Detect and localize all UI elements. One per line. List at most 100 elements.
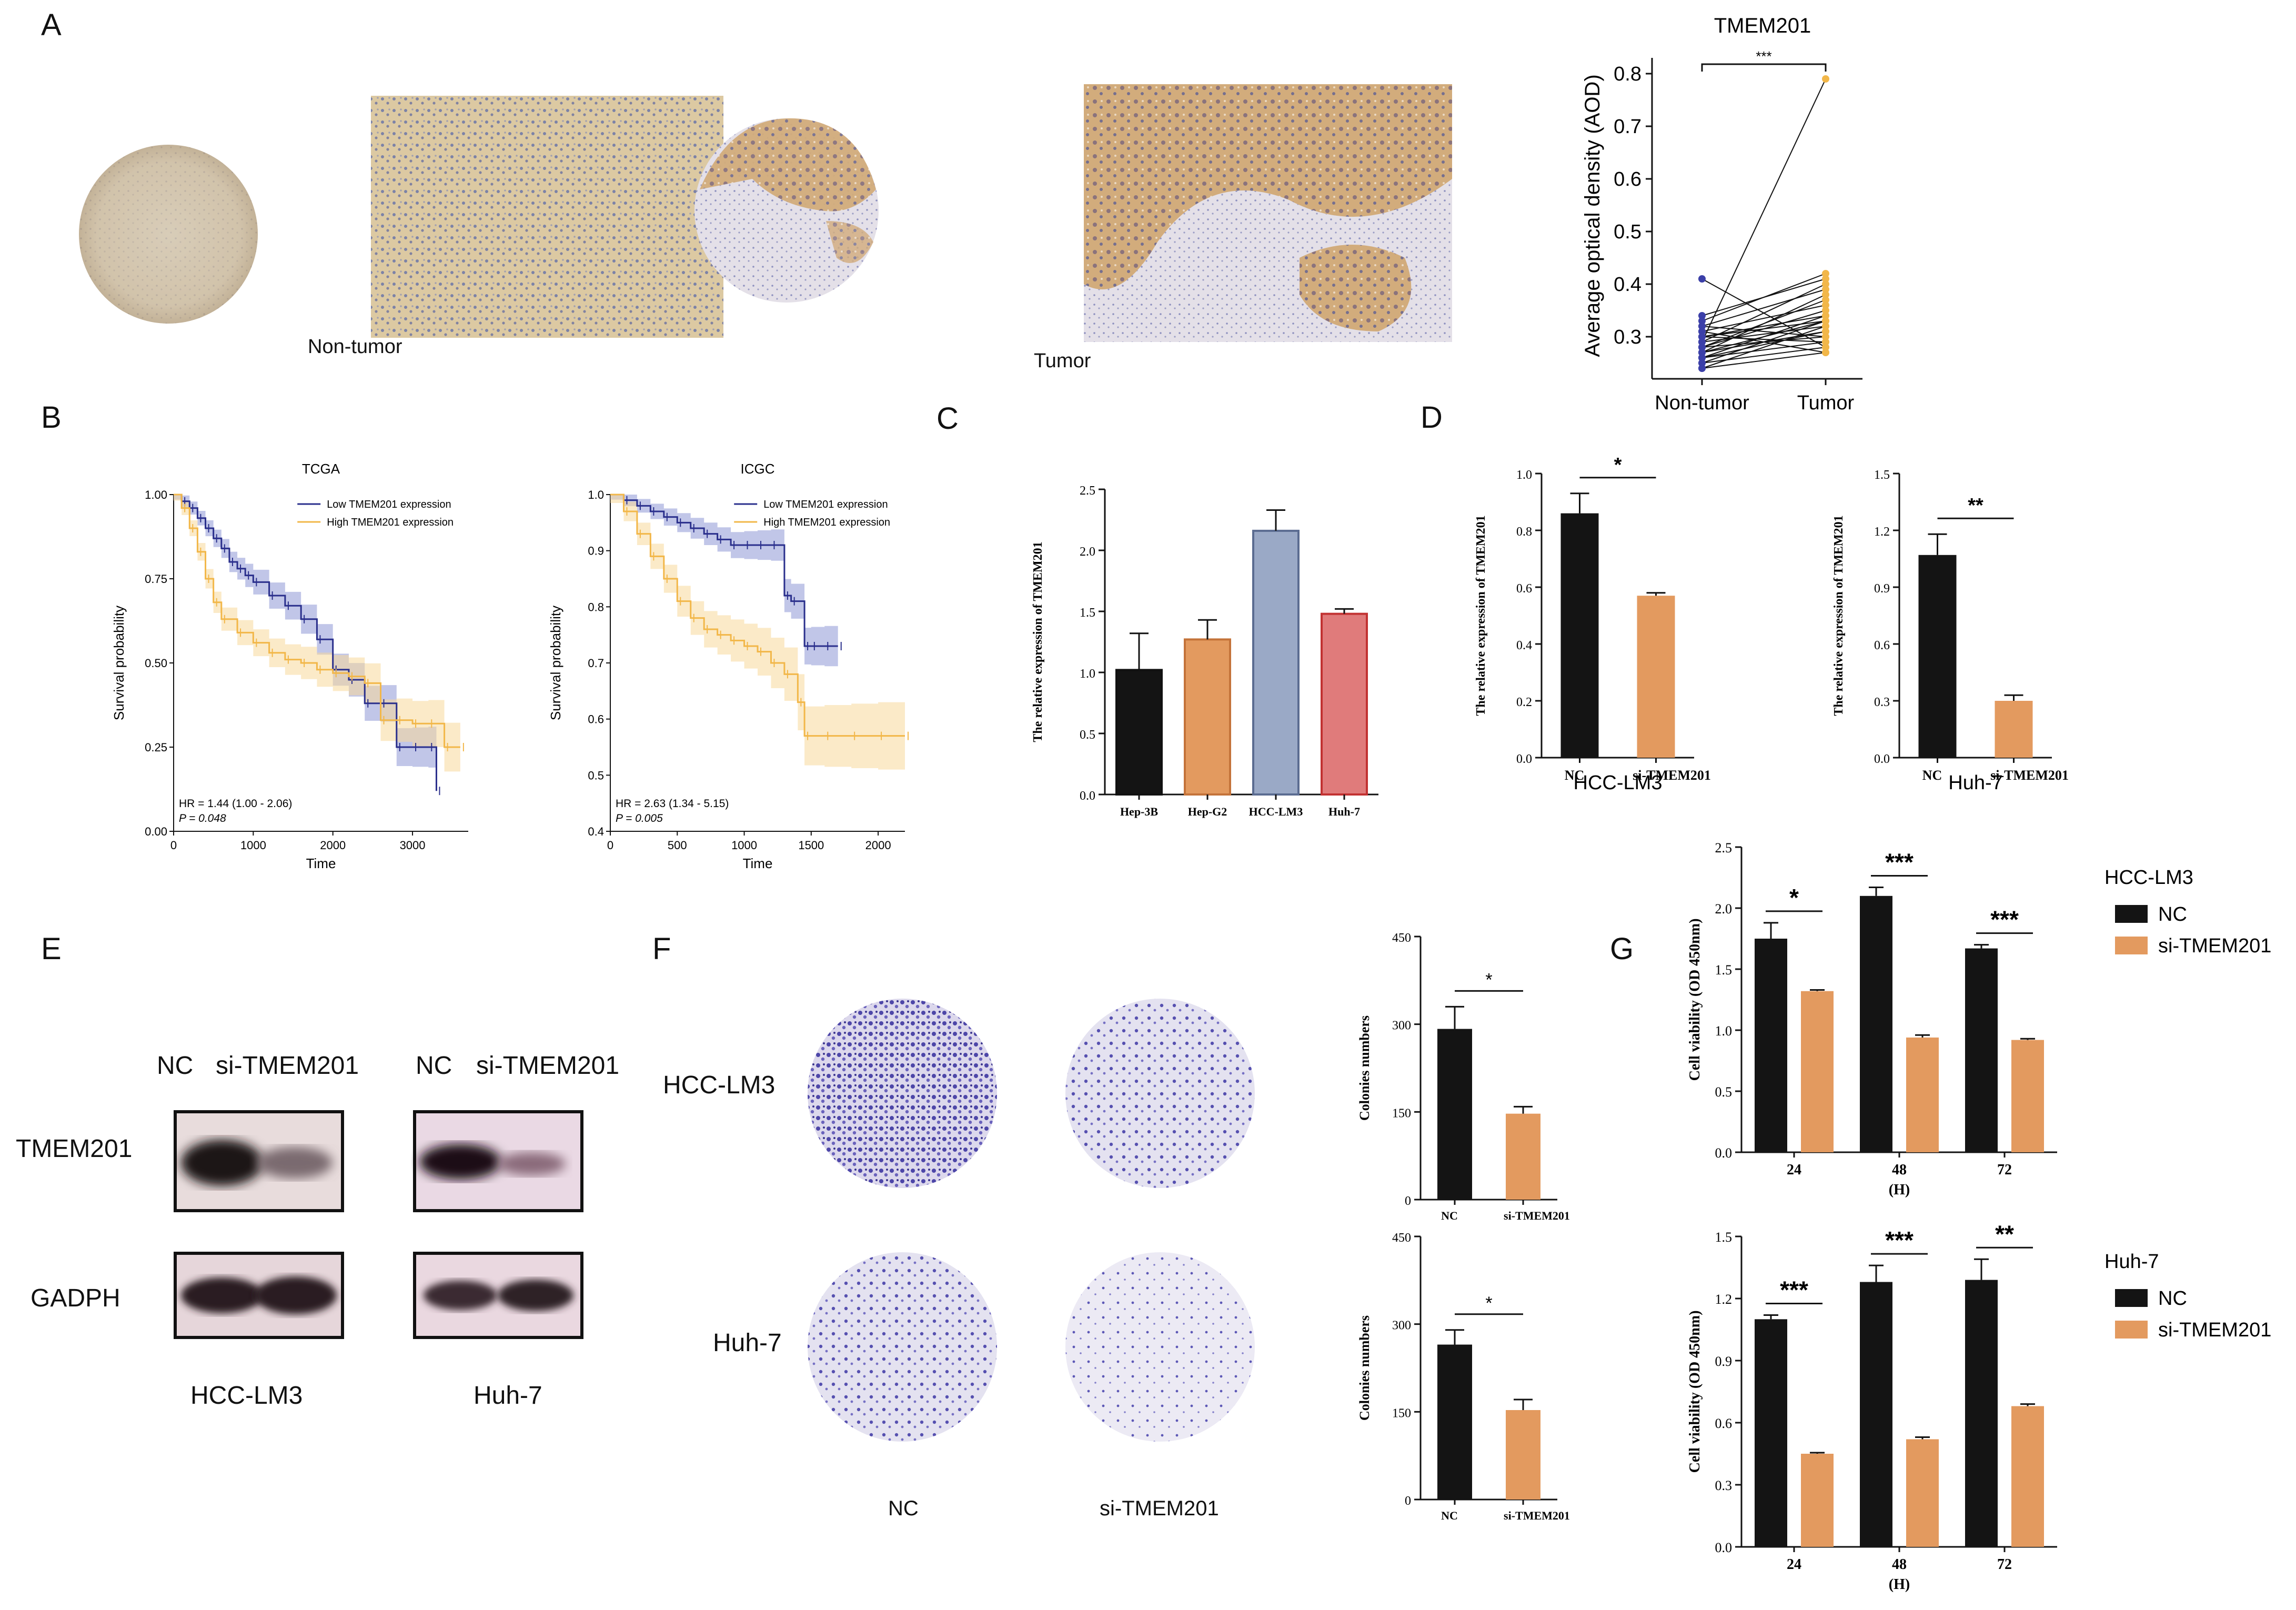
y-tick-label: 1.5 — [1874, 468, 1890, 482]
y-tick-label: 0.75 — [145, 572, 167, 586]
pair-line — [1701, 331, 1826, 353]
y-tick-label: 0 — [1405, 1194, 1411, 1208]
tumor-point — [1822, 328, 1829, 335]
panel-letter-g: G — [1610, 932, 1634, 966]
blot-tmem201-huh7 — [413, 1110, 583, 1212]
y-axis-label: Colonies numbers — [1357, 1015, 1372, 1121]
y-tick-label: 150 — [1392, 1406, 1411, 1420]
colony-plate-hcc-lm3-nc — [808, 999, 997, 1188]
legend-label: NC — [2158, 1287, 2187, 1310]
y-tick-label: 2.5 — [1080, 484, 1095, 498]
x-tick-label: 0 — [607, 839, 613, 852]
y-tick-label: 2.5 — [1715, 840, 1733, 856]
bar — [1437, 1344, 1472, 1500]
bar — [1906, 1439, 1939, 1547]
non-tumor-point — [1698, 359, 1706, 367]
x-tick-label: 72 — [1997, 1556, 2012, 1573]
x-tick-label: 1500 — [798, 839, 824, 852]
pair-line — [1701, 289, 1826, 327]
bar — [1184, 638, 1231, 796]
colony-row-label-hcc-lm3: HCC-LM3 — [663, 1071, 776, 1099]
x-tick-label: Tumor — [1797, 392, 1855, 414]
non-tumor-caption: Non-tumor — [308, 336, 402, 358]
y-tick-label: 0.4 — [588, 825, 604, 838]
significance-label: *** — [1990, 906, 2019, 933]
y-tick-label: 450 — [1392, 931, 1411, 945]
non-tumor-point — [1698, 344, 1706, 351]
y-tick-label: 150 — [1392, 1106, 1411, 1120]
significance-label: *** — [1780, 1276, 1808, 1303]
non-tumor-point — [1698, 349, 1706, 356]
y-axis-label: Survival probability — [548, 606, 563, 720]
chart-title: ICGC — [741, 461, 775, 477]
significance-label: * — [1485, 970, 1492, 990]
bar — [1321, 612, 1368, 796]
y-tick-label: 1.2 — [1715, 1292, 1733, 1307]
x-tick-label: NC — [1441, 1509, 1458, 1522]
bar — [1755, 1319, 1787, 1547]
blot-gadph-hcc-lm3 — [174, 1252, 344, 1339]
y-tick-label: 300 — [1392, 1319, 1411, 1333]
non-tumor-point — [1698, 323, 1706, 330]
x-axis-label: Time — [743, 856, 773, 871]
blot-tmem201-hcc-lm3 — [174, 1110, 344, 1212]
tumor-point — [1822, 296, 1829, 304]
non-tumor-point — [1698, 312, 1706, 319]
x-axis-label: HCC-LM3 — [1574, 772, 1663, 794]
significance-label: *** — [1885, 1226, 1914, 1254]
pair-line — [1701, 315, 1826, 337]
survival-curve — [610, 494, 905, 737]
bar — [1801, 991, 1834, 1152]
chart-title: TMEM201 — [1714, 14, 1811, 37]
tumor-point — [1822, 75, 1829, 83]
non-tumor-point — [1698, 354, 1706, 361]
significance-bracket — [1701, 63, 1827, 72]
tumor-caption: Tumor — [1034, 350, 1091, 372]
panel-letter-a: A — [41, 8, 62, 42]
legend-swatch — [2115, 1289, 2148, 1307]
x-tick-label: NC — [1922, 768, 1942, 783]
confidence-band — [610, 495, 905, 771]
non-tumor-point — [1698, 317, 1706, 325]
y-tick-label: 0.9 — [588, 545, 604, 558]
huh7-knockdown-chart: 0.0 0.3 0.6 0.9 1.2 1.5 The relative expressio… — [1832, 468, 2069, 794]
legend-title: Huh-7 — [2104, 1251, 2159, 1273]
ihc-image-row — [79, 84, 1452, 342]
x-axis-label: Huh-7 — [1948, 772, 2003, 794]
tumor-point — [1822, 301, 1829, 309]
y-tick-label: 0.4 — [1614, 274, 1642, 296]
y-tick-label: 0.7 — [1614, 116, 1642, 138]
y-tick-label: 0.6 — [1715, 1416, 1733, 1431]
confidence-band — [174, 495, 437, 812]
bar — [1115, 669, 1163, 796]
y-tick-label: 1.5 — [1715, 962, 1733, 978]
y-axis-label: The relative expression of TMEM201 — [1031, 541, 1045, 742]
x-tick-label: 48 — [1892, 1556, 1907, 1573]
colony-col-label-si: si-TMEM201 — [1100, 1497, 1219, 1520]
tumor-point — [1822, 349, 1829, 356]
x-axis-label: Time — [306, 856, 336, 871]
significance-label: * — [1614, 454, 1622, 476]
blot-row-label-tmem201: TMEM201 — [16, 1135, 133, 1163]
tumor-tissue-core — [694, 118, 879, 303]
pair-line — [1701, 305, 1826, 332]
bar — [1252, 529, 1300, 796]
x-tick-label: Hep-3B — [1120, 805, 1158, 818]
x-tick-label: 500 — [668, 839, 687, 852]
lane-label-si-2: si-TMEM201 — [476, 1052, 620, 1080]
bar — [1965, 948, 1998, 1152]
tumor-point — [1822, 280, 1829, 288]
significance-label: ** — [1968, 495, 1983, 517]
y-tick-label: 1.0 — [588, 488, 604, 501]
hcc-lm3-knockdown-chart: 0.0 0.2 0.4 0.6 0.8 1.0 The relative expressio… — [1474, 454, 1711, 794]
x-tick-label: 0 — [170, 839, 177, 852]
non-tumor-point — [1698, 338, 1706, 346]
bar — [1755, 939, 1787, 1152]
y-tick-label: 0 — [1405, 1494, 1411, 1508]
y-tick-label: 0.7 — [588, 657, 604, 670]
y-tick-label: 0.50 — [145, 657, 167, 670]
y-tick-label: 0.3 — [1614, 326, 1642, 348]
p-value-text: P = 0.005 — [616, 812, 663, 824]
y-tick-label: 1.5 — [1715, 1230, 1733, 1245]
y-tick-label: 300 — [1392, 1019, 1411, 1033]
